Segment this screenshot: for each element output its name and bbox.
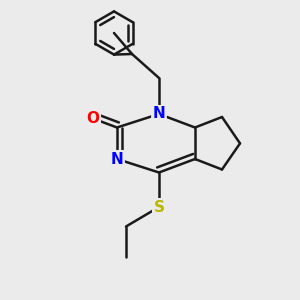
Text: O: O — [86, 111, 100, 126]
Text: N: N — [153, 106, 165, 122]
Text: N: N — [111, 152, 123, 166]
Text: S: S — [154, 200, 164, 214]
